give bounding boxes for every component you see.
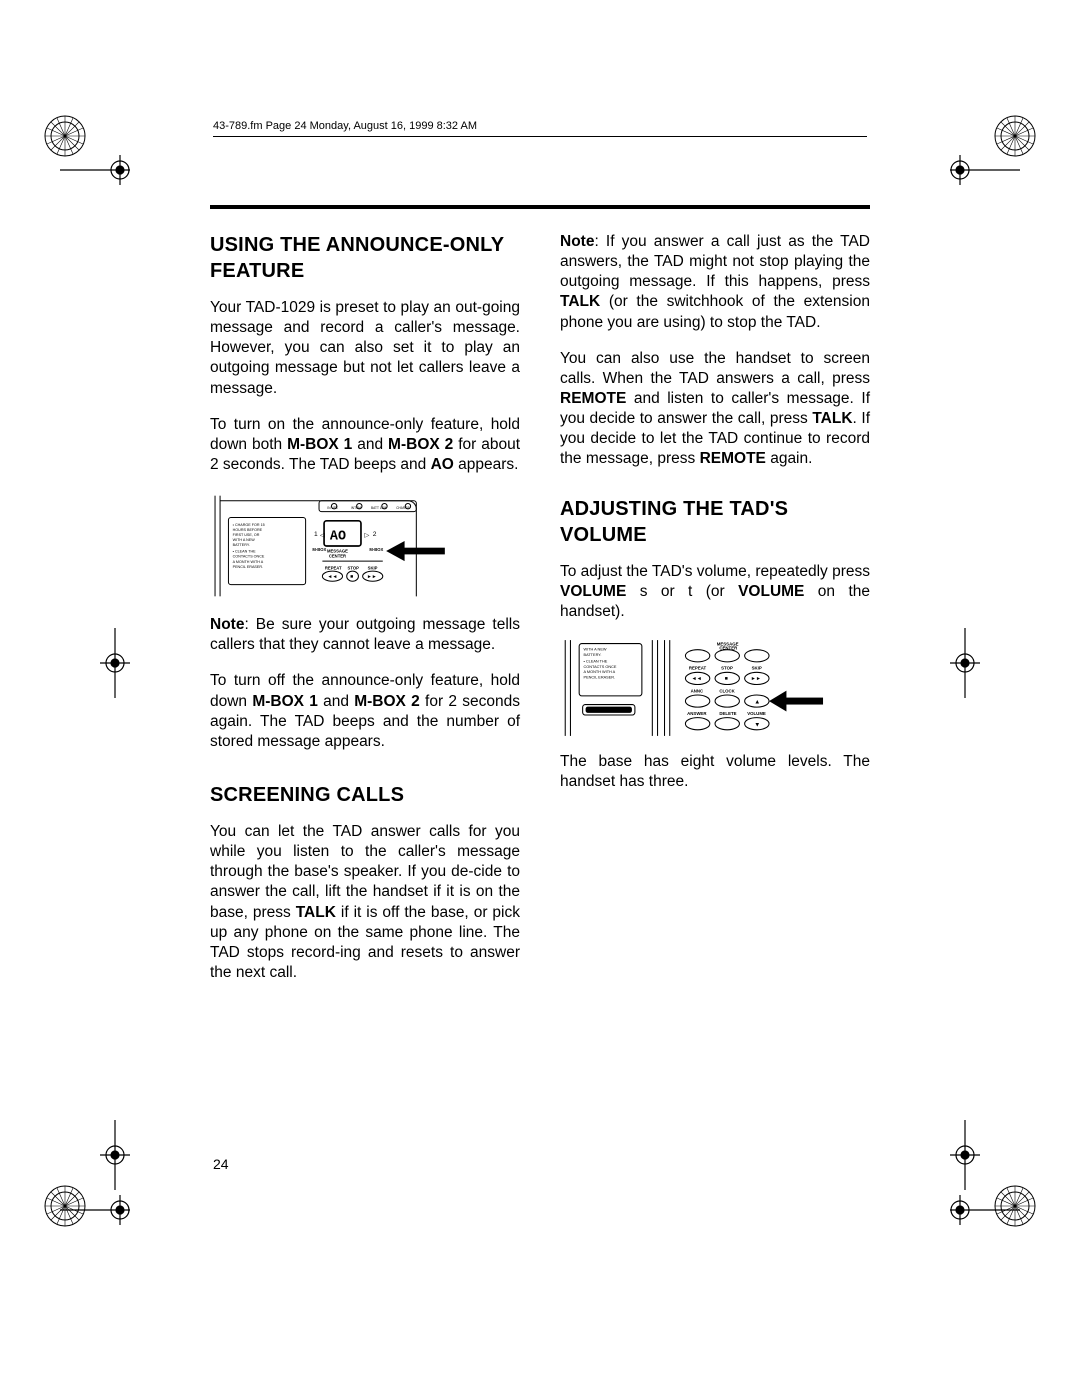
svg-text:VOLUME: VOLUME — [747, 711, 766, 716]
led-label: CHARGE — [396, 506, 410, 510]
svg-text:AO: AO — [330, 529, 346, 544]
svg-text:◄◄: ◄◄ — [327, 574, 337, 580]
page-number: 24 — [213, 1156, 229, 1172]
svg-text:M-BOX: M-BOX — [312, 547, 326, 552]
svg-text:CONTACTS ONCE: CONTACTS ONCE — [584, 665, 617, 669]
left-column: USING THE ANNOUNCE-ONLY FEATURE Your TAD… — [210, 232, 520, 999]
svg-text:CENTER: CENTER — [719, 646, 738, 651]
tad-buttons-diagram: WITH A NEW BATTERY. • CLEAN THE CONTACTS… — [560, 638, 870, 738]
para: The base has eight volume levels. The ha… — [560, 752, 870, 792]
svg-text:►►: ►► — [367, 574, 377, 580]
svg-text:• CHARGE FOR 15: • CHARGE FOR 15 — [233, 523, 265, 527]
svg-text:CONTACTS ONCE: CONTACTS ONCE — [233, 555, 265, 559]
crop-mark-icon — [60, 130, 130, 200]
crop-mark-icon — [950, 1190, 1020, 1260]
led-label: INTCM — [351, 506, 361, 510]
svg-text:►►: ►► — [751, 676, 761, 682]
para: You can also use the handset to screen c… — [560, 349, 870, 470]
right-column: Note: If you answer a call just as the T… — [560, 232, 870, 999]
svg-text:PENCIL ERASER.: PENCIL ERASER. — [233, 565, 263, 569]
svg-text:DELETE: DELETE — [719, 711, 736, 716]
crop-mark-icon — [915, 1120, 985, 1190]
para: You can let the TAD answer calls for you… — [210, 822, 520, 983]
para: Your TAD-1029 is preset to play an out-g… — [210, 298, 520, 399]
led-label: BATT LOW — [371, 506, 387, 510]
svg-text:HOURS BEFORE: HOURS BEFORE — [233, 528, 263, 532]
svg-text:WITH A NEW: WITH A NEW — [233, 538, 256, 542]
svg-text:PENCIL ERASER.: PENCIL ERASER. — [584, 675, 616, 679]
svg-text:SKIP: SKIP — [752, 666, 762, 671]
svg-text:◁: ◁ — [320, 532, 326, 539]
svg-text:1: 1 — [314, 531, 318, 538]
para: Note: If you answer a call just as the T… — [560, 232, 870, 333]
svg-text:ANSWER: ANSWER — [687, 711, 707, 716]
svg-text:BATTERY.: BATTERY. — [233, 543, 250, 547]
crop-mark-icon — [915, 628, 985, 698]
section-rule — [210, 205, 870, 209]
heading-announce-only: USING THE ANNOUNCE-ONLY FEATURE — [210, 232, 520, 284]
svg-text:SKIP: SKIP — [368, 566, 378, 571]
svg-text:CENTER: CENTER — [329, 554, 346, 559]
svg-text:◄◄: ◄◄ — [692, 676, 702, 682]
running-header-text: 43-789.fm Page 24 Monday, August 16, 199… — [213, 120, 477, 132]
crop-mark-icon — [60, 1190, 130, 1260]
svg-text:A MONTH WITH A: A MONTH WITH A — [233, 560, 264, 564]
para: To turn off the announce-only feature, h… — [210, 671, 520, 752]
svg-text:M-BOX: M-BOX — [369, 547, 383, 552]
para: Note: Be sure your outgoing message tell… — [210, 615, 520, 655]
svg-text:■: ■ — [350, 574, 353, 580]
svg-text:STOP: STOP — [348, 566, 360, 571]
page-sheet: 43-789.fm Page 24 Monday, August 16, 199… — [0, 0, 1080, 1397]
svg-text:CLOCK: CLOCK — [719, 688, 735, 693]
crop-mark-icon — [95, 628, 165, 698]
running-header: 43-789.fm Page 24 Monday, August 16, 199… — [213, 120, 867, 137]
svg-text:REPEAT: REPEAT — [689, 666, 707, 671]
svg-text:• CLEAN THE: • CLEAN THE — [233, 550, 256, 554]
svg-text:BATTERY.: BATTERY. — [584, 653, 602, 657]
svg-text:WITH A NEW: WITH A NEW — [584, 648, 607, 652]
svg-text:• CLEAN THE: • CLEAN THE — [584, 660, 608, 664]
svg-text:REPEAT: REPEAT — [325, 566, 342, 571]
svg-text:▷: ▷ — [364, 532, 370, 539]
svg-text:■: ■ — [725, 676, 728, 682]
heading-screening-calls: SCREENING CALLS — [210, 782, 520, 808]
svg-text:A MONTH WITH A: A MONTH WITH A — [584, 670, 616, 674]
crop-mark-icon — [95, 1120, 165, 1190]
para: To turn on the announce-only feature, ho… — [210, 415, 520, 475]
svg-text:FIRST USE, OR: FIRST USE, OR — [233, 533, 260, 537]
crop-mark-icon — [950, 130, 1020, 200]
svg-text:ANNC: ANNC — [691, 688, 704, 693]
heading-adjust-volume: ADJUSTING THE TAD'S VOLUME — [560, 496, 870, 548]
svg-text:STOP: STOP — [721, 666, 733, 671]
tad-display-diagram: IN USE INTCM BATT LOW CHARGE • CHARGE FO… — [210, 491, 520, 601]
svg-text:2: 2 — [373, 531, 377, 538]
svg-text:▼: ▼ — [754, 721, 760, 728]
led-label: IN USE — [327, 506, 338, 510]
svg-text:▲: ▲ — [754, 699, 760, 706]
para: To adjust the TAD's volume, repeatedly p… — [560, 562, 870, 622]
content-area: USING THE ANNOUNCE-ONLY FEATURE Your TAD… — [210, 232, 870, 1137]
